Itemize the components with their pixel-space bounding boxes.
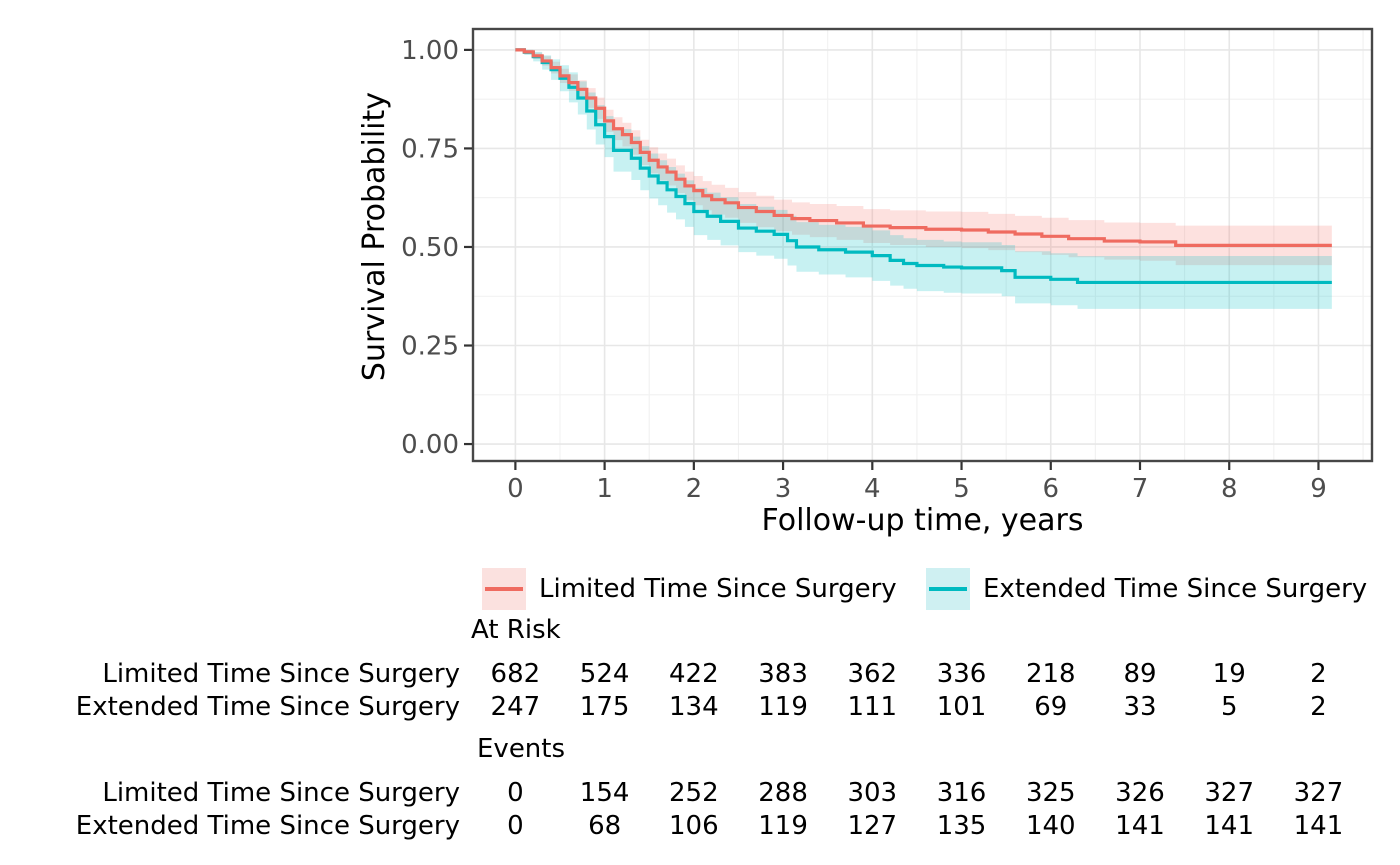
events-value: 288	[758, 778, 808, 808]
events-value: 303	[847, 778, 898, 808]
legend-label-limited: Limited Time Since Surgery	[539, 573, 897, 604]
at-risk-value: 89	[1123, 659, 1157, 689]
at-risk-value: 524	[579, 659, 630, 689]
at-risk-value: 362	[847, 659, 898, 689]
events-value: 141	[1115, 811, 1165, 841]
events-value: 316	[936, 778, 987, 808]
at-risk-value: 101	[936, 692, 987, 722]
at-risk-value: 119	[758, 692, 808, 722]
y-tick-label: 0.00	[401, 430, 459, 460]
y-tick-label: 0.50	[401, 233, 459, 263]
at-risk-value: 19	[1212, 659, 1246, 689]
events-row-label: Extended Time Since Surgery	[75, 811, 460, 841]
x-tick-label: 1	[596, 474, 613, 504]
at-risk-value: 247	[490, 692, 541, 722]
legend-key-extended-icon	[926, 567, 970, 610]
at-risk-value: 33	[1123, 692, 1157, 722]
events-value: 135	[936, 811, 987, 841]
events-header: Events	[477, 734, 566, 764]
survival-curve-limited	[515, 48, 1332, 247]
legend-item-limited: Limited Time Since Surgery	[482, 567, 897, 610]
at-risk-value: 134	[669, 692, 719, 722]
y-axis-title: Survival Probability	[357, 92, 392, 381]
legend-label-extended: Extended Time Since Surgery	[983, 573, 1368, 604]
events-value: 0	[507, 778, 524, 808]
at-risk-row: Limited Time Since Surgery 682 524 422 383 36…	[0, 659, 1400, 691]
events-value: 327	[1204, 778, 1255, 808]
legend-key-limited-icon	[482, 567, 526, 610]
events-value: 327	[1293, 778, 1344, 808]
ci-band-limited	[515, 49, 1332, 266]
at-risk-value: 111	[847, 692, 898, 722]
x-tick-label: 7	[1132, 474, 1149, 504]
survival-plot: 0 1 2 3 4 5 6 7 8 9 1.00 0.75 0.50 0.25 0.00 Follow-up …	[357, 27, 1374, 538]
at-risk-value: 2	[1310, 659, 1327, 689]
x-tick-label: 6	[1042, 474, 1059, 504]
at-risk-value: 5	[1220, 692, 1238, 722]
events-value: 119	[758, 811, 808, 841]
events-value: 141	[1204, 811, 1255, 841]
events-row-label: Limited Time Since Surgery	[102, 778, 460, 808]
at-risk-row: Extended Time Since Surgery 247 175 134 119 1…	[0, 692, 1400, 724]
legend-line-extended-icon	[929, 586, 967, 591]
plot-panel-border	[471, 27, 1374, 463]
at-risk-value: 336	[936, 659, 987, 689]
x-axis-title: Follow-up time, years	[762, 503, 1084, 538]
events-value: 140	[1025, 811, 1076, 841]
at-risk-value: 175	[579, 692, 630, 722]
ci-band-extended	[515, 49, 1332, 309]
at-risk-row-label: Extended Time Since Surgery	[75, 692, 460, 722]
events-value: 106	[669, 811, 719, 841]
x-tick-label: 5	[953, 474, 970, 504]
events-value: 154	[579, 778, 630, 808]
x-tick-label: 8	[1221, 474, 1238, 504]
legend-line-limited-icon	[485, 586, 523, 591]
x-tick-label: 2	[686, 474, 703, 504]
at-risk-value: 69	[1034, 692, 1068, 722]
legend-item-extended: Extended Time Since Surgery	[926, 567, 1367, 610]
events-value: 127	[847, 811, 898, 841]
at-risk-value: 383	[758, 659, 808, 689]
events-value: 325	[1025, 778, 1076, 808]
x-tick-label: 4	[864, 474, 881, 504]
x-tick-label: 9	[1310, 474, 1327, 504]
at-risk-header: At Risk	[471, 615, 561, 645]
y-tick-label: 0.75	[401, 134, 459, 164]
at-risk-value: 2	[1310, 692, 1327, 722]
events-value: 68	[588, 811, 622, 841]
at-risk-value: 682	[490, 659, 541, 689]
x-tick-label: 0	[507, 474, 524, 504]
events-value: 326	[1115, 778, 1165, 808]
events-value: 0	[507, 811, 524, 841]
events-row: Limited Time Since Surgery 0 154 252 288 303 3…	[0, 778, 1400, 810]
at-risk-value: 422	[669, 659, 719, 689]
events-value: 141	[1293, 811, 1344, 841]
events-value: 252	[669, 778, 719, 808]
at-risk-row-label: Limited Time Since Surgery	[102, 659, 460, 689]
at-risk-value: 218	[1025, 659, 1076, 689]
x-tick-label: 3	[775, 474, 792, 504]
y-tick-label: 0.25	[401, 332, 459, 362]
y-tick-label: 1.00	[401, 36, 459, 66]
events-row: Extended Time Since Surgery 0 68 106 119 127 1…	[0, 811, 1400, 843]
